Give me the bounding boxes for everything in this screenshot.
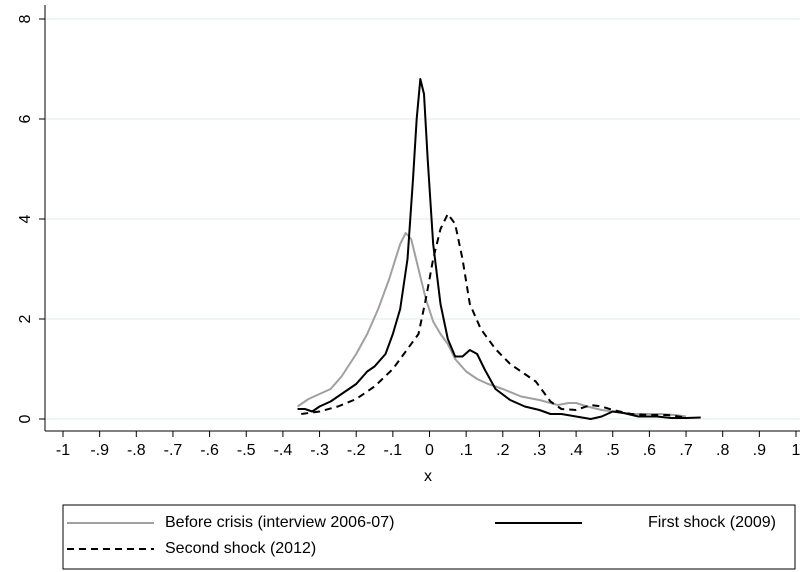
x-tick-label: -.7 [164,442,183,459]
x-tick-label: .6 [643,442,656,459]
legend-label: Before crisis (interview 2006-07) [165,514,394,531]
x-tick-label: -1 [56,442,70,459]
x-tick-label: .4 [569,442,582,459]
y-tick-label: 6 [17,114,34,123]
x-tick-label: .5 [606,442,619,459]
x-axis-title: x [424,468,432,485]
x-tick-label: -.4 [274,442,293,459]
x-tick-label: 1 [792,442,801,459]
legend-label: Second shock (2012) [165,540,316,557]
legend-label: First shock (2009) [648,514,776,531]
x-tick-label: .1 [459,442,472,459]
y-tick-label: 4 [17,214,34,223]
x-tick-label: .3 [533,442,546,459]
x-tick-label: -.1 [384,442,403,459]
x-tick-label: .2 [496,442,509,459]
x-tick-label: .7 [679,442,692,459]
legend-box [62,504,796,570]
series-line [296,232,687,418]
x-tick-label: -.6 [200,442,219,459]
x-tick-label: .8 [716,442,729,459]
x-tick-label: -.3 [310,442,329,459]
series-line [297,78,701,420]
x-tick-label: -.9 [90,442,109,459]
x-tick-label: -.5 [237,442,256,459]
x-tick-label: .9 [753,442,766,459]
x-tick-label: -.8 [127,442,146,459]
y-tick-label: 8 [17,14,34,23]
x-tick-label: -.2 [347,442,366,459]
y-tick-label: 2 [17,314,34,323]
y-tick-label: 0 [17,414,34,423]
x-tick-label: 0 [425,442,434,459]
